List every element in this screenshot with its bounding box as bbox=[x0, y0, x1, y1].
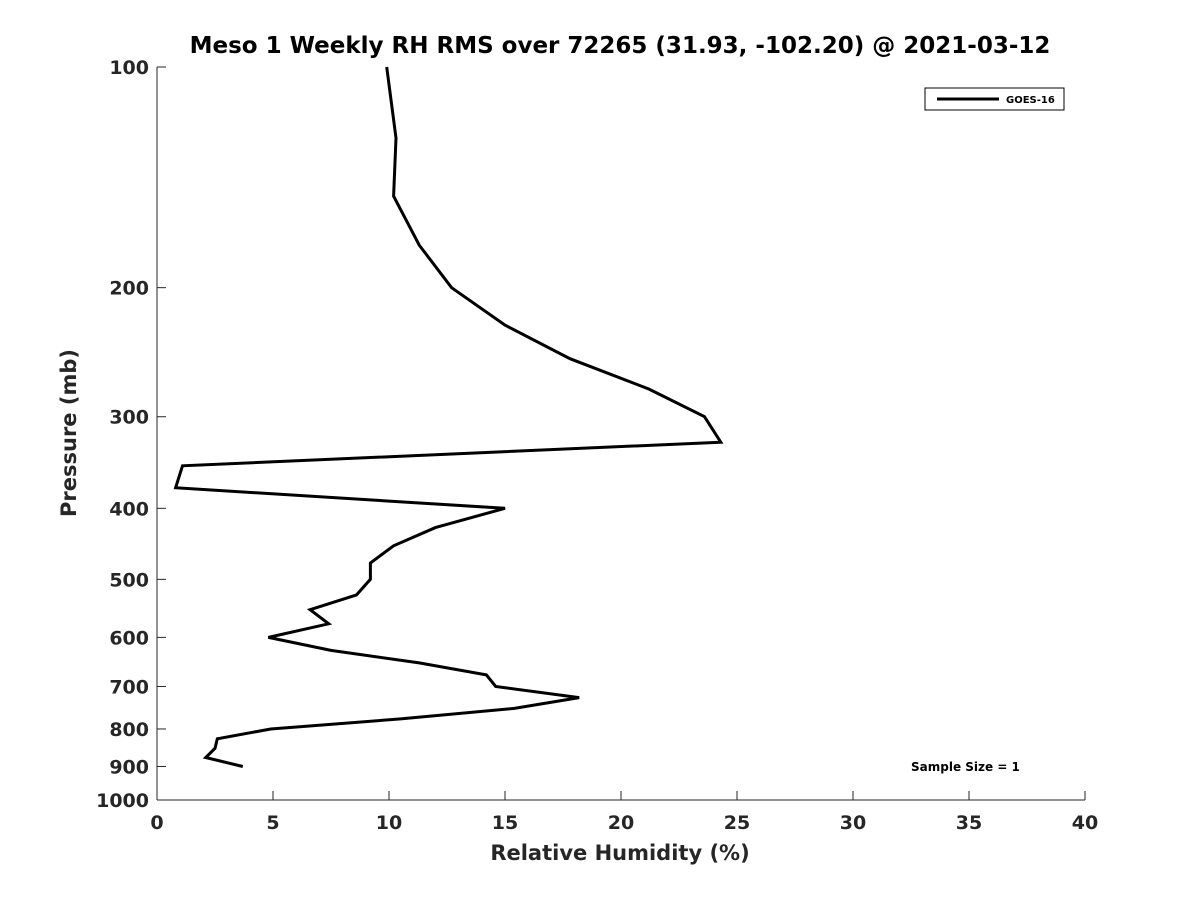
y-axis-ticks: 100 200 300 400 500 600 700 800 900 1000 bbox=[96, 57, 166, 812]
series-layer bbox=[173, 66, 724, 768]
x-tick-label: 15 bbox=[492, 812, 518, 834]
plot-axes bbox=[156, 67, 1085, 801]
x-tick-label: 35 bbox=[956, 812, 982, 834]
x-axis-ticks: 0 5 10 15 20 25 30 35 40 bbox=[150, 791, 1098, 834]
x-tick-label: 20 bbox=[608, 812, 634, 834]
legend: GOES-16 bbox=[924, 87, 1065, 111]
x-tick-label: 40 bbox=[1072, 812, 1098, 834]
x-tick-label: 25 bbox=[724, 812, 750, 834]
y-tick-label: 300 bbox=[109, 407, 149, 429]
y-axis-label: Pressure (mb) bbox=[57, 349, 81, 517]
y-tick-label: 200 bbox=[109, 278, 149, 300]
x-axis-label: Relative Humidity (%) bbox=[490, 841, 749, 865]
x-tick-label: 10 bbox=[376, 812, 402, 834]
y-tick-label: 400 bbox=[109, 498, 149, 520]
series-line-goes-16 bbox=[173, 66, 724, 768]
y-tick-label: 1000 bbox=[96, 790, 149, 812]
x-tick-label: 5 bbox=[266, 812, 279, 834]
y-tick-label: 900 bbox=[109, 756, 149, 778]
x-tick-label: 0 bbox=[150, 812, 163, 834]
y-tick-label: 700 bbox=[109, 676, 149, 698]
sample-size-annotation: Sample Size = 1 bbox=[911, 760, 1020, 774]
y-tick-label: 800 bbox=[109, 719, 149, 741]
y-tick-label: 500 bbox=[109, 569, 149, 591]
y-tick-label: 600 bbox=[109, 627, 149, 649]
legend-entry-goes-16: GOES-16 bbox=[1006, 95, 1055, 106]
x-tick-label: 30 bbox=[840, 812, 866, 834]
chart-title: Meso 1 Weekly RH RMS over 72265 (31.93, … bbox=[190, 33, 1051, 59]
y-tick-label: 100 bbox=[109, 57, 149, 79]
